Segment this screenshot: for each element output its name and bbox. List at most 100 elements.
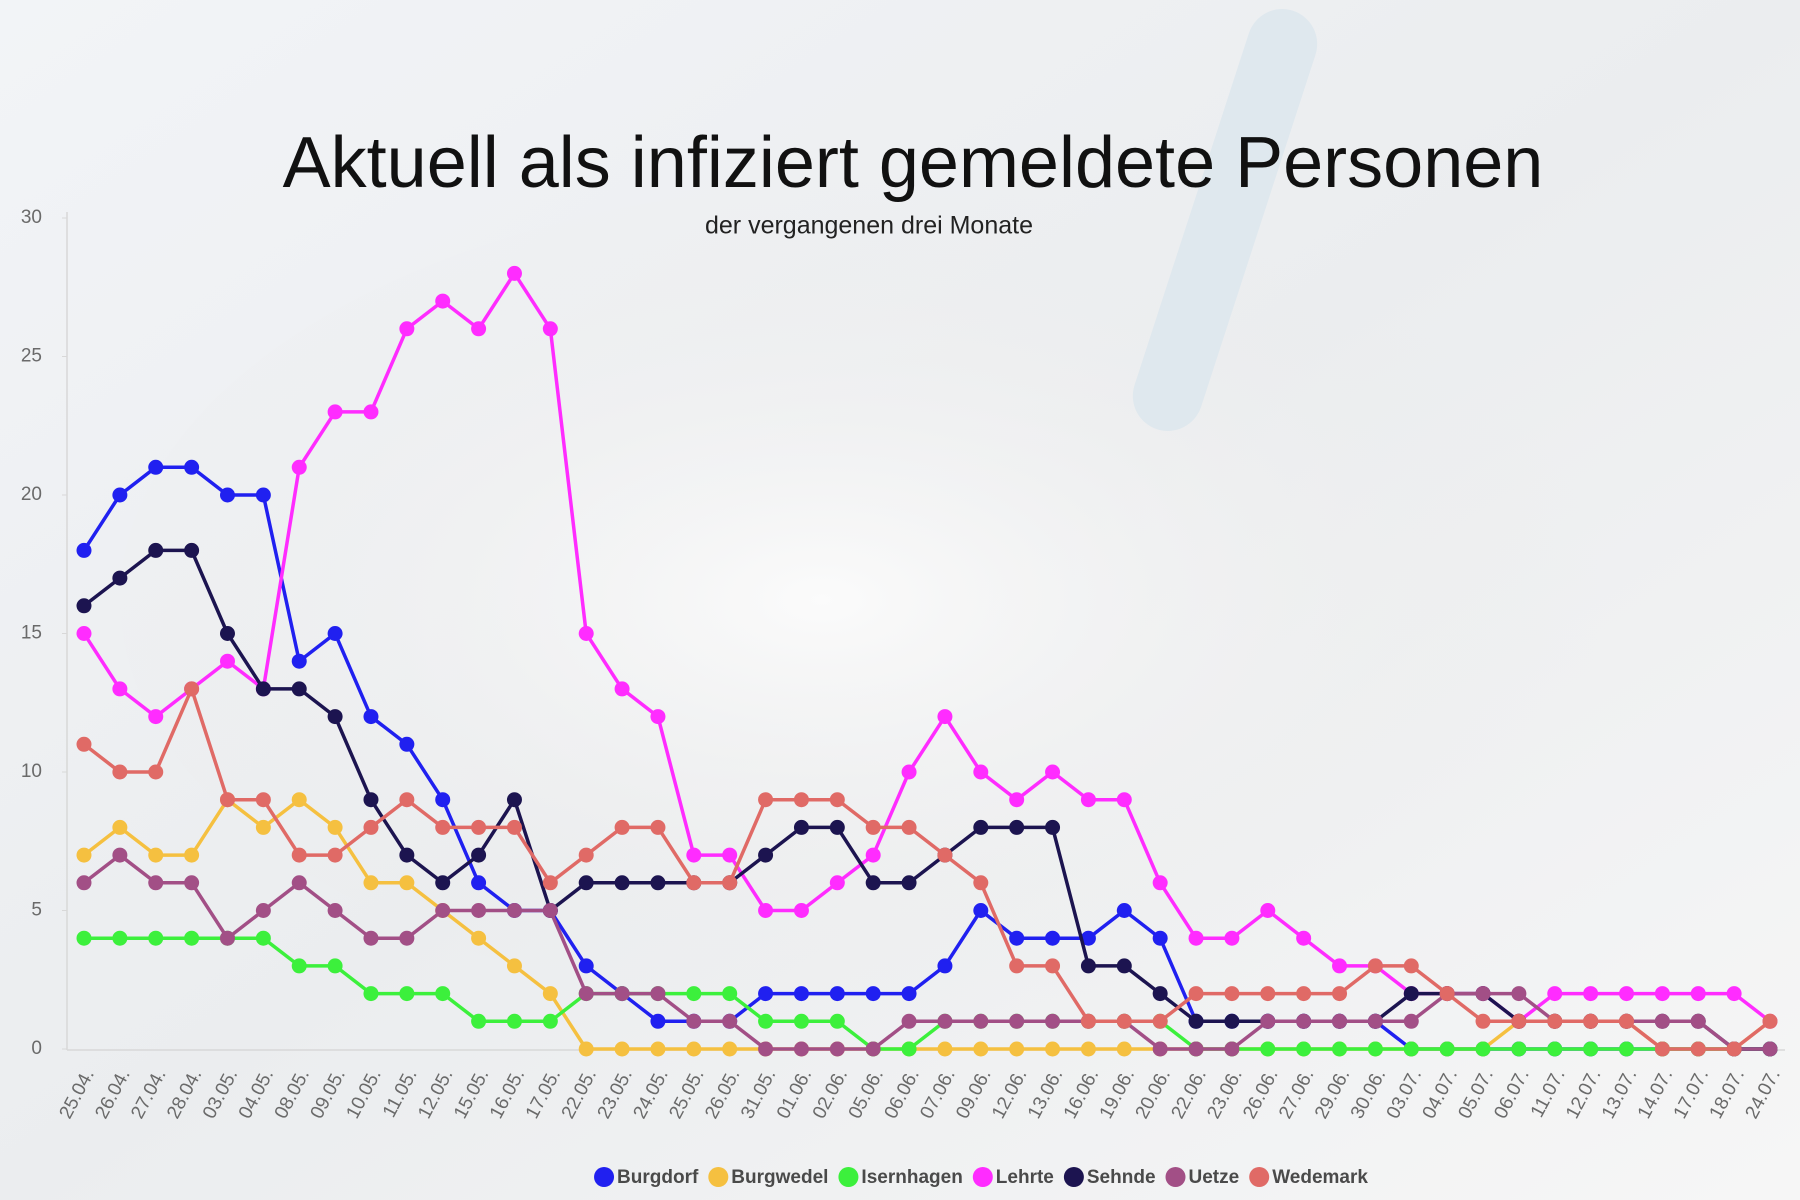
data-point — [399, 736, 415, 752]
data-point — [1009, 930, 1025, 946]
data-point — [148, 709, 164, 725]
data-point — [1080, 1041, 1096, 1057]
data-point — [650, 1041, 666, 1057]
data-point — [1296, 1013, 1312, 1029]
data-point — [327, 847, 343, 863]
data-point — [291, 681, 307, 697]
data-point — [471, 819, 487, 835]
data-point — [1367, 1013, 1383, 1029]
series-line — [82, 797, 1772, 1051]
data-point — [76, 930, 92, 946]
background-glow — [120, 180, 1680, 1020]
data-point — [1583, 1041, 1599, 1057]
data-point — [1619, 986, 1635, 1002]
data-point — [435, 986, 451, 1002]
data-point — [1045, 819, 1061, 835]
data-point — [148, 764, 164, 780]
data-point — [363, 792, 379, 808]
data-point — [829, 792, 845, 808]
data-point — [327, 626, 343, 641]
data-point — [793, 986, 809, 1002]
data-point — [471, 930, 487, 946]
data-point — [1188, 986, 1204, 1002]
data-point — [1152, 875, 1168, 891]
data-point — [1296, 1041, 1312, 1057]
data-point — [1439, 986, 1455, 1002]
data-point — [722, 847, 738, 863]
data-point — [865, 875, 881, 891]
data-point — [1009, 792, 1025, 808]
data-point — [76, 598, 92, 614]
data-point — [327, 404, 343, 420]
data-point — [1224, 1013, 1240, 1029]
data-point — [1762, 1041, 1778, 1057]
data-point — [184, 542, 200, 558]
data-point — [1152, 1041, 1168, 1057]
data-point — [650, 1013, 666, 1029]
data-point — [758, 986, 774, 1002]
data-point — [901, 1013, 917, 1029]
data-point — [614, 1041, 630, 1057]
data-point — [1260, 1013, 1276, 1029]
data-point — [578, 875, 594, 891]
data-point — [255, 903, 271, 918]
data-point — [650, 819, 666, 835]
data-point — [901, 1041, 917, 1057]
data-point — [112, 570, 128, 586]
data-point — [1475, 1013, 1491, 1029]
data-point — [471, 847, 487, 863]
data-point — [1690, 986, 1706, 1002]
data-point — [363, 986, 379, 1002]
y-tick-label: 25 — [21, 346, 42, 367]
data-point — [865, 819, 881, 835]
data-point — [255, 930, 271, 946]
data-point — [219, 653, 235, 669]
data-point — [399, 930, 415, 946]
data-point — [650, 986, 666, 1002]
data-point — [1080, 1013, 1096, 1029]
legend-swatch — [1063, 1167, 1084, 1187]
data-point — [291, 653, 307, 669]
data-point — [112, 681, 128, 697]
data-point — [1762, 1013, 1778, 1029]
data-point — [865, 847, 881, 863]
data-point — [901, 875, 917, 891]
data-point — [865, 1041, 881, 1057]
data-point — [937, 709, 953, 725]
data-point — [829, 1013, 845, 1029]
data-point — [650, 709, 666, 725]
data-point — [1403, 1041, 1419, 1057]
legend-swatch — [1165, 1167, 1186, 1187]
data-point — [758, 792, 774, 808]
data-point — [1009, 1041, 1025, 1057]
data-point — [1116, 958, 1132, 974]
data-point — [722, 1013, 738, 1029]
data-point — [112, 819, 128, 835]
data-point — [1080, 792, 1096, 808]
data-point — [1726, 1041, 1742, 1057]
data-point — [1260, 986, 1276, 1002]
data-point — [1296, 930, 1312, 946]
data-point — [973, 764, 989, 780]
data-point — [184, 681, 200, 697]
data-point — [793, 819, 809, 835]
data-point — [865, 986, 881, 1002]
data-point — [112, 487, 128, 503]
data-point — [291, 459, 307, 475]
data-point — [1080, 930, 1096, 946]
data-point — [219, 792, 235, 808]
legend-label: Burgwedel — [731, 1167, 828, 1188]
data-point — [829, 1041, 845, 1057]
data-point — [1475, 1041, 1491, 1057]
data-point — [1224, 986, 1240, 1002]
y-tick-label: 15 — [21, 623, 42, 644]
data-point — [1045, 958, 1061, 974]
data-point — [184, 459, 200, 475]
data-point — [435, 819, 451, 835]
data-point — [1439, 1041, 1455, 1057]
data-point — [1009, 819, 1025, 835]
data-point — [937, 1013, 953, 1029]
data-point — [1511, 1041, 1527, 1057]
data-point — [793, 1013, 809, 1029]
